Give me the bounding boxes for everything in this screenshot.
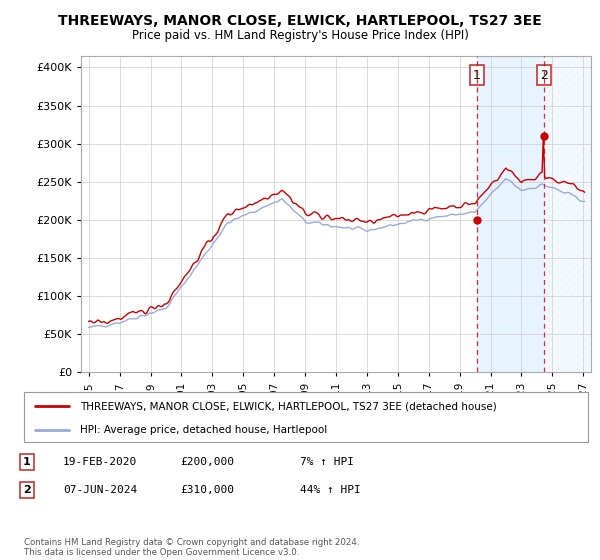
Text: £310,000: £310,000 xyxy=(180,485,234,495)
Bar xyxy=(544,56,591,372)
Text: 2: 2 xyxy=(540,68,548,82)
Text: £200,000: £200,000 xyxy=(180,457,234,467)
Text: 1: 1 xyxy=(473,68,481,82)
Bar xyxy=(544,56,591,372)
Text: HPI: Average price, detached house, Hartlepool: HPI: Average price, detached house, Hart… xyxy=(80,425,328,435)
FancyBboxPatch shape xyxy=(24,392,588,442)
Text: 07-JUN-2024: 07-JUN-2024 xyxy=(63,485,137,495)
Text: 19-FEB-2020: 19-FEB-2020 xyxy=(63,457,137,467)
Bar xyxy=(477,56,544,372)
Text: 7% ↑ HPI: 7% ↑ HPI xyxy=(300,457,354,467)
Text: 1: 1 xyxy=(23,457,31,467)
Text: THREEWAYS, MANOR CLOSE, ELWICK, HARTLEPOOL, TS27 3EE (detached house): THREEWAYS, MANOR CLOSE, ELWICK, HARTLEPO… xyxy=(80,401,497,411)
Text: 44% ↑ HPI: 44% ↑ HPI xyxy=(300,485,361,495)
Text: Contains HM Land Registry data © Crown copyright and database right 2024.
This d: Contains HM Land Registry data © Crown c… xyxy=(24,538,359,557)
Text: 2: 2 xyxy=(23,485,31,495)
Text: Price paid vs. HM Land Registry's House Price Index (HPI): Price paid vs. HM Land Registry's House … xyxy=(131,29,469,42)
Text: THREEWAYS, MANOR CLOSE, ELWICK, HARTLEPOOL, TS27 3EE: THREEWAYS, MANOR CLOSE, ELWICK, HARTLEPO… xyxy=(58,14,542,28)
